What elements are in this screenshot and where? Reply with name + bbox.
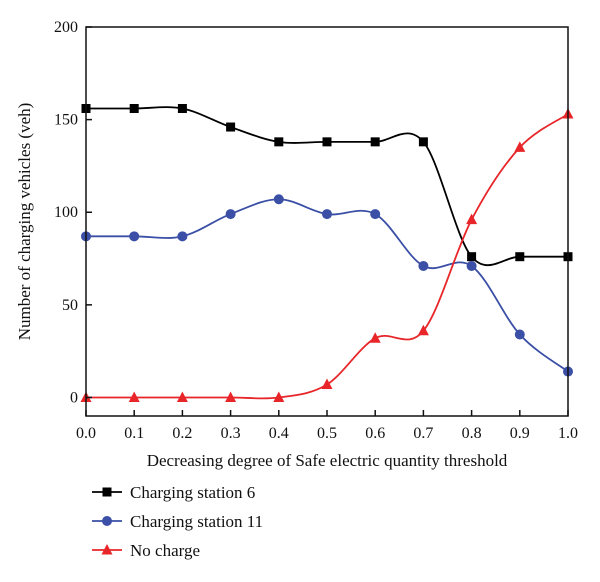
circle-marker (129, 231, 140, 242)
y-tick-label: 150 (54, 112, 78, 129)
y-tick-label: 200 (54, 19, 78, 36)
series-1 (81, 104, 573, 267)
series-2 (81, 194, 573, 377)
series-3 (80, 108, 574, 402)
legend-label: No charge (130, 541, 200, 560)
legend-item: Charging station 11 (92, 512, 263, 531)
x-tick-label: 0.0 (76, 425, 96, 442)
circle-marker (370, 209, 381, 220)
legend-item: No charge (92, 541, 200, 560)
x-tick-label: 0.8 (462, 425, 482, 442)
series-line (86, 198, 569, 373)
x-tick-label: 0.3 (221, 425, 241, 442)
square-marker (129, 104, 139, 114)
square-marker (177, 104, 187, 114)
triangle-marker (176, 391, 188, 402)
square-marker (515, 252, 525, 262)
x-tick-label: 1.0 (558, 425, 578, 442)
triangle-marker (466, 213, 478, 225)
triangle-marker (369, 332, 381, 343)
legend-circle-marker (102, 516, 112, 526)
circle-marker (177, 231, 188, 242)
square-marker (467, 252, 477, 262)
triangle-marker (273, 391, 285, 402)
triangle-marker (225, 391, 237, 402)
legend: Charging station 6 Charging station 11 No … (92, 483, 263, 560)
y-axis: 0 50 100 150 200 (54, 19, 92, 406)
legend-label: Charging station 6 (130, 483, 255, 502)
series-line (86, 106, 568, 267)
plot-frame (85, 26, 569, 417)
square-marker (418, 137, 428, 147)
circle-marker (466, 260, 477, 271)
series-layer (80, 104, 574, 402)
triangle-marker (514, 141, 526, 152)
y-tick-label: 100 (54, 204, 78, 221)
triangle-marker (417, 324, 429, 336)
circle-marker (273, 194, 284, 205)
series-line (86, 113, 569, 400)
x-tick-label: 0.2 (172, 425, 192, 442)
y-axis-title: Number of charging vehicles (veh) (15, 103, 34, 341)
x-tick-label: 0.1 (124, 425, 144, 442)
x-tick-label: 0.7 (413, 425, 433, 442)
circle-marker (514, 329, 525, 340)
x-tick-label: 0.6 (365, 425, 385, 442)
legend-item: Charging station 6 (92, 483, 255, 502)
triangle-marker (128, 391, 140, 402)
x-tick-label: 0.4 (269, 425, 289, 442)
x-axis: 0.0 0.1 0.2 0.3 0.4 0.5 0.6 0.7 0.8 0.9 1.0 (76, 410, 578, 442)
y-tick-label: 0 (70, 389, 78, 406)
x-axis-title: Decreasing degree of Safe electric quant… (147, 451, 508, 470)
square-marker (226, 122, 236, 132)
legend-triangle-marker (101, 544, 113, 555)
x-tick-label: 0.5 (317, 425, 337, 442)
square-marker (322, 137, 332, 147)
legend-label: Charging station 11 (130, 512, 263, 531)
circle-marker (225, 209, 236, 220)
circle-marker (322, 209, 332, 220)
circle-marker (418, 260, 429, 271)
square-marker (370, 137, 380, 147)
square-marker (274, 137, 284, 147)
triangle-marker (321, 378, 333, 390)
y-tick-label: 50 (62, 297, 78, 314)
legend-square-marker (102, 487, 112, 497)
x-tick-label: 0.9 (510, 425, 530, 442)
